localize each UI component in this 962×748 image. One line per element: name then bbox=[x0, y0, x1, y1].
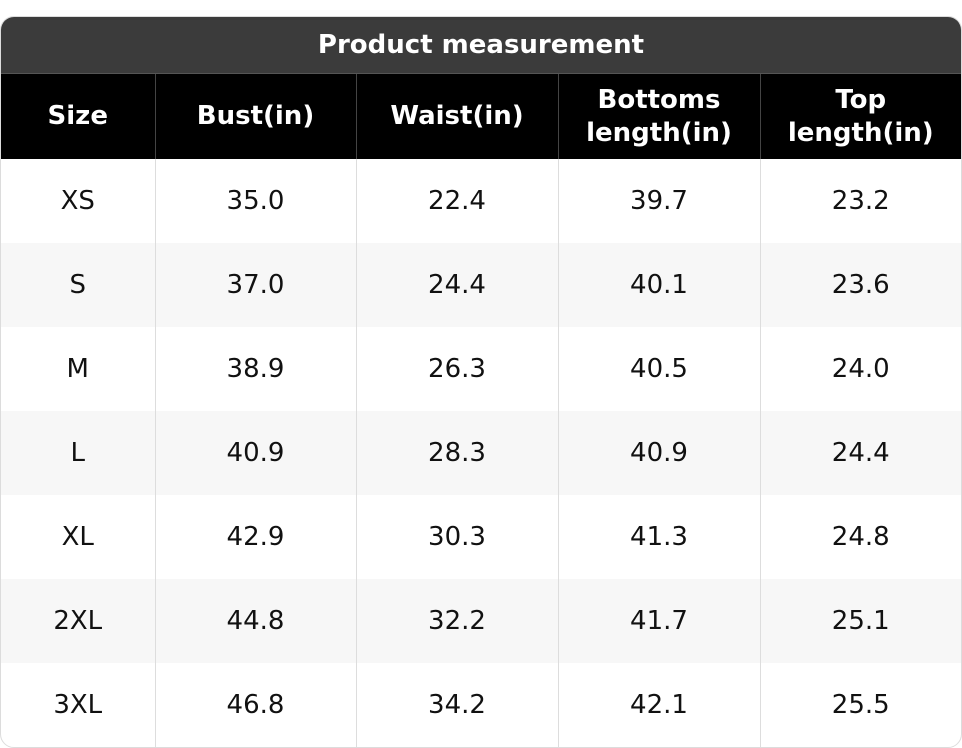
table-cell: M bbox=[66, 354, 89, 384]
table-row: XL 42.9 30.3 41.3 24.8 bbox=[1, 495, 961, 579]
table-row: XS 35.0 22.4 39.7 23.2 bbox=[1, 159, 961, 243]
table-cell: 24.0 bbox=[759, 327, 961, 411]
table-cell: 28.3 bbox=[355, 411, 558, 495]
table-cell: 25.5 bbox=[759, 663, 961, 747]
table-cell: 3XL bbox=[53, 690, 103, 720]
table-title: Product measurement bbox=[1, 17, 961, 74]
table-cell: 22.4 bbox=[355, 159, 558, 243]
table-cell: 42.1 bbox=[557, 663, 760, 747]
header-cell: Top length(in) bbox=[759, 74, 961, 159]
table-cell: 40.5 bbox=[557, 327, 760, 411]
table-cell: 40.1 bbox=[557, 243, 760, 327]
measurement-card: Product measurement Size Bust(in) Waist(in… bbox=[0, 16, 962, 748]
table-cell: 23.2 bbox=[759, 159, 961, 243]
table-cell: 32.2 bbox=[355, 579, 558, 663]
table-cell: XS bbox=[60, 186, 95, 216]
header-cell: Waist(in) bbox=[355, 74, 558, 159]
table-row: S 37.0 24.4 40.1 23.6 bbox=[1, 243, 961, 327]
table-cell: 39.7 bbox=[557, 159, 760, 243]
table-cell: 23.6 bbox=[759, 243, 961, 327]
table-row: 3XL 46.8 34.2 42.1 25.5 bbox=[1, 663, 961, 747]
table-cell: 40.9 bbox=[557, 411, 760, 495]
table-cell: 24.4 bbox=[759, 411, 961, 495]
table-cell: 24.4 bbox=[355, 243, 558, 327]
table-cell: 42.9 bbox=[154, 495, 356, 579]
table-cell: 2XL bbox=[1, 579, 155, 663]
table-cell: 44.8 bbox=[154, 579, 356, 663]
table-cell: 41.3 bbox=[557, 495, 760, 579]
table-cell: 38.9 bbox=[154, 327, 356, 411]
table-cell: 25.1 bbox=[759, 579, 961, 663]
table-head: Size Bust(in) Waist(in) Bottoms length(in) T… bbox=[1, 74, 961, 159]
table-cell: XL bbox=[61, 522, 94, 552]
table-row: M 38.9 26.3 40.5 24.0 bbox=[1, 327, 961, 411]
table-cell: 37.0 bbox=[154, 243, 356, 327]
table-cell: 34.2 bbox=[355, 663, 558, 747]
table-cell: 35.0 bbox=[154, 159, 356, 243]
header-cell: Bust(in) bbox=[154, 74, 356, 159]
table-body: XS 35.0 22.4 39.7 23.2 S 37.0 24.4 40.1 23.6 M 38.9… bbox=[1, 159, 961, 747]
header-cell: Bottoms length(in) bbox=[557, 74, 760, 159]
table-cell: 30.3 bbox=[355, 495, 558, 579]
table-cell: L bbox=[1, 411, 155, 495]
table-cell: 26.3 bbox=[355, 327, 558, 411]
header-row: Size Bust(in) Waist(in) Bottoms length(in) T… bbox=[1, 74, 961, 159]
table-row: L 40.9 28.3 40.9 24.4 bbox=[1, 411, 961, 495]
size-table: Size Bust(in) Waist(in) Bottoms length(in) T… bbox=[1, 74, 961, 747]
table-cell: 40.9 bbox=[154, 411, 356, 495]
table-cell: 24.8 bbox=[759, 495, 961, 579]
table-cell: S bbox=[1, 243, 155, 327]
header-cell: Size bbox=[1, 74, 155, 159]
table-cell: 46.8 bbox=[154, 663, 356, 747]
table-row: 2XL 44.8 32.2 41.7 25.1 bbox=[1, 579, 961, 663]
table-cell: 41.7 bbox=[557, 579, 760, 663]
